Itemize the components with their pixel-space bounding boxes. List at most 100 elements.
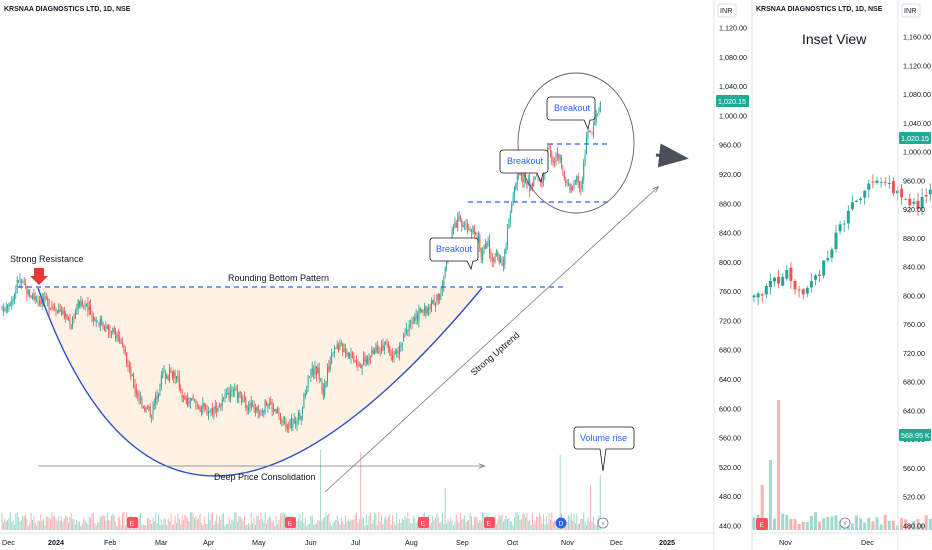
volume-bar [304, 517, 306, 530]
volume-bar [284, 514, 285, 530]
candle-body [282, 420, 284, 422]
candle-body [375, 347, 377, 352]
volume-bar [192, 513, 194, 530]
inset-view-label: Inset View [802, 31, 867, 47]
inset-flash-icon[interactable]: ⚡ [839, 517, 851, 529]
candle-body [104, 327, 105, 331]
volume-bar [253, 517, 255, 530]
volume-bar [155, 512, 157, 530]
volume-bar [537, 516, 539, 530]
volume-bar [268, 516, 270, 530]
candle-body [12, 298, 14, 301]
volume-bar [916, 519, 920, 530]
earnings-badge[interactable]: E [285, 517, 296, 528]
volume-bar [59, 521, 61, 530]
volume-bar [920, 523, 924, 530]
volume-bar [415, 522, 417, 530]
volume-bar [104, 515, 105, 530]
candle-body [345, 349, 346, 354]
volume-bar [277, 524, 279, 530]
volume-bar [887, 520, 891, 530]
candle-body [477, 236, 479, 241]
candle-body [469, 229, 471, 230]
candle-body [134, 384, 136, 391]
candle-body [572, 188, 574, 190]
volume-bar [471, 516, 472, 530]
volume-bar [863, 522, 867, 530]
volume-bar [43, 519, 44, 530]
volume-bar [105, 520, 107, 530]
dividend-badge[interactable]: D [555, 517, 567, 529]
volume-bar [256, 515, 258, 530]
volume-bar [465, 522, 467, 530]
volume-bar [174, 516, 176, 530]
candle-body [281, 420, 283, 422]
candle-body [598, 111, 600, 113]
candle-body [534, 176, 536, 180]
volume-bar [50, 519, 51, 530]
earnings-badge[interactable]: E [484, 517, 495, 528]
volume-bar [231, 519, 233, 530]
earnings-badge[interactable]: E [418, 517, 429, 528]
main-currency-label[interactable]: INR [720, 6, 732, 15]
candle-body [331, 354, 333, 363]
y-tick-label: 1,040.00 [903, 119, 931, 128]
inset-earnings-badge[interactable]: E [760, 522, 765, 529]
candle-body [576, 176, 578, 183]
candle-body [421, 309, 423, 312]
volume-bar [570, 513, 572, 530]
volume-bar [381, 515, 382, 530]
volume-bar [583, 512, 585, 530]
inset-chart-title: KRSNAA DIAGNOSTICS LTD, 1D, NSE [756, 6, 883, 13]
candle-body [830, 249, 834, 258]
candle-body [189, 402, 191, 404]
volume-bar [594, 524, 596, 530]
candle-body [26, 285, 28, 295]
volume-bar [194, 518, 195, 530]
candle-body [349, 353, 351, 358]
y-tick-label: 720.00 [719, 316, 741, 325]
candle-body [112, 329, 114, 333]
candle-body [410, 321, 412, 323]
candle-body [59, 309, 61, 312]
volume-bar [349, 521, 351, 530]
volume-bar [8, 517, 10, 530]
volume-bar [232, 520, 234, 530]
candle-body [198, 406, 200, 409]
candle-body [236, 389, 238, 400]
volume-bar [430, 523, 432, 530]
volume-bar [303, 523, 305, 530]
flash-icon[interactable]: ⚡ [597, 517, 609, 529]
volume-bar [529, 519, 531, 530]
volume-bar [9, 512, 11, 530]
candle-body [329, 362, 331, 370]
volume-bar [56, 521, 58, 530]
inset-currency-label[interactable]: INR [904, 6, 916, 15]
earnings-badge[interactable]: E [127, 517, 138, 528]
volume-bar [572, 521, 574, 530]
volume-bar [552, 522, 554, 530]
volume-bar [543, 514, 544, 530]
candle-body [174, 372, 176, 380]
volume-bar [466, 521, 468, 530]
candle-body [1, 306, 3, 309]
resistance-arrow [30, 268, 48, 285]
candle-body [565, 180, 567, 183]
candle-body [88, 307, 90, 310]
candle-body [50, 308, 51, 310]
candle-body [400, 344, 402, 348]
candle-body [453, 228, 454, 231]
candle-body [65, 313, 67, 317]
candle-body [562, 169, 564, 172]
candle-body [879, 182, 883, 183]
candle-body [163, 371, 165, 373]
candle-body [170, 368, 172, 373]
candle-body [146, 407, 148, 410]
candle-body [304, 393, 306, 396]
volume-bar [325, 512, 327, 530]
svg-text:Volume rise: Volume rise [580, 433, 627, 443]
candle-body [523, 174, 525, 183]
candle-body [149, 406, 151, 417]
candle-body [908, 198, 912, 206]
candle-body [599, 102, 601, 112]
